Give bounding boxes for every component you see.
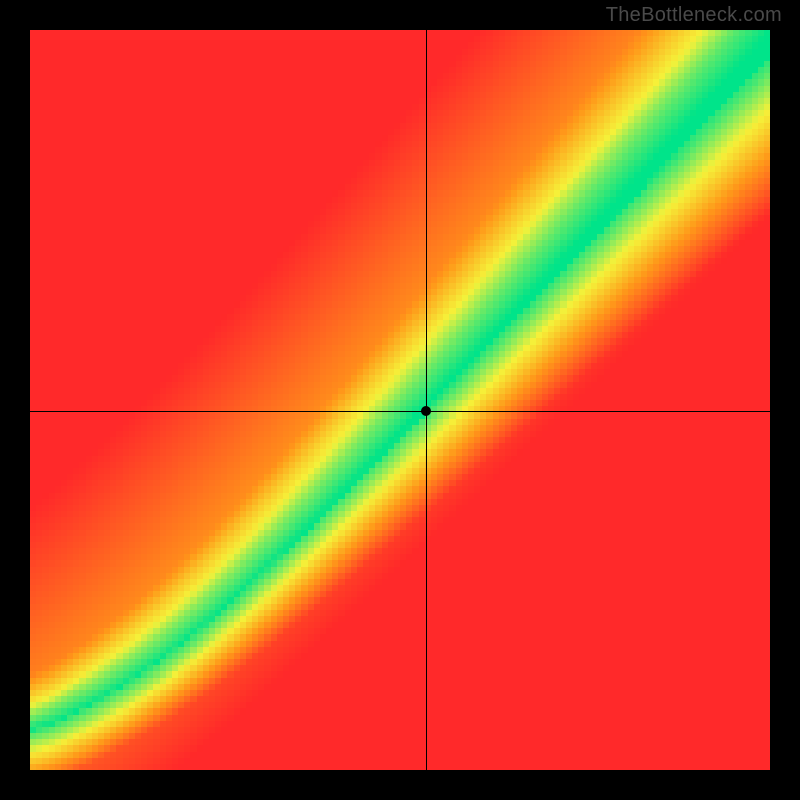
heatmap-plot xyxy=(30,30,770,770)
watermark-text: TheBottleneck.com xyxy=(606,4,782,27)
heatmap-canvas xyxy=(30,30,770,770)
crosshair-vertical xyxy=(426,30,427,770)
crosshair-horizontal xyxy=(30,411,770,412)
data-point-marker xyxy=(421,406,431,416)
